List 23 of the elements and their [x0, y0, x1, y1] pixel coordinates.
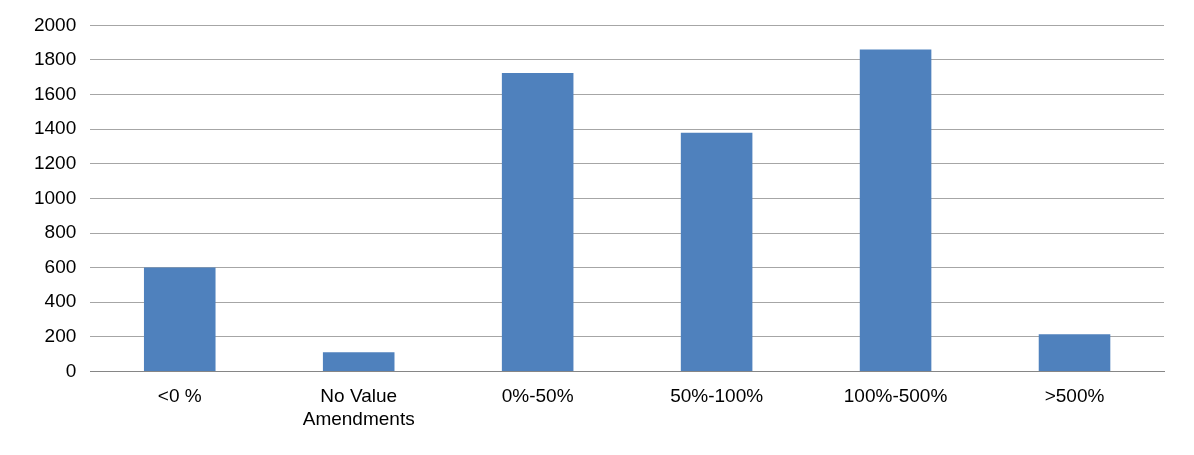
- y-tick-label: 0: [65, 359, 77, 381]
- y-tick-label: 400: [44, 290, 77, 312]
- y-tick-label: 1000: [33, 186, 77, 208]
- x-tick-label: >500%: [1044, 385, 1105, 407]
- y-tick-label: 1800: [33, 48, 77, 70]
- y-tick-label: 1200: [33, 152, 77, 174]
- x-tick-label: 100%-500%: [843, 385, 948, 407]
- x-tick-label: 50%-100%: [670, 385, 764, 407]
- x-tick-label: No Value Amendments: [302, 385, 415, 429]
- x-tick-label: <0 %: [157, 385, 202, 407]
- y-tick-label: 1400: [33, 117, 77, 139]
- bar: [1038, 334, 1111, 371]
- x-tick-label: 0%-50%: [501, 385, 574, 407]
- y-tick-label: 1600: [33, 82, 77, 104]
- bar: [322, 352, 395, 371]
- y-tick-label: 2000: [33, 13, 77, 35]
- y-tick-label: 200: [44, 325, 77, 347]
- bar: [143, 267, 216, 371]
- bar: [680, 132, 753, 371]
- y-tick-label: 600: [44, 255, 77, 277]
- y-tick-label: 800: [44, 221, 77, 243]
- bar: [859, 49, 932, 371]
- bar: [501, 72, 574, 371]
